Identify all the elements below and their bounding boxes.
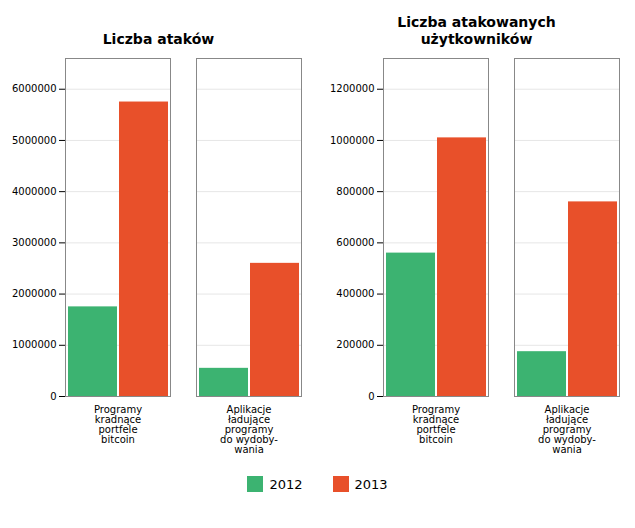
svg-text:Aplikacjeładująceprogramydo wy: Aplikacjeładująceprogramydo wydoby-wania [538,404,596,455]
svg-text:3000000: 3000000 [12,237,57,248]
svg-text:0: 0 [368,391,374,402]
html-text:Liczba ataków: Liczba ataków [102,31,215,47]
html-text:2012: 2012 [269,476,303,492]
html-text:Liczba atakowanych użytkownikó: Liczba atakowanych użytkowników [397,14,556,47]
svg-text:1000000: 1000000 [12,339,57,350]
svg-text:6000000: 6000000 [12,83,57,94]
svg-text:1000000: 1000000 [330,135,375,146]
svg-text:1200000: 1200000 [330,83,375,94]
svg-text:200000: 200000 [336,339,374,350]
svg-text:Aplikacjeładująceprogramydo wy: Aplikacjeładująceprogramydo wydoby-wania [220,404,278,455]
svg-text:5000000: 5000000 [12,135,57,146]
svg-text:600000: 600000 [336,237,374,248]
svg-text:Programykradnąceportfelebitcoi: Programykradnąceportfelebitcoin [412,404,460,445]
svg-text:2000000: 2000000 [12,288,57,299]
svg-text:800000: 800000 [336,186,374,197]
svg-text:Programykradnąceportfelebitcoi: Programykradnąceportfelebitcoin [94,404,142,445]
svg-text:400000: 400000 [336,288,374,299]
html-text:2013: 2013 [354,476,388,492]
svg-text:4000000: 4000000 [12,186,57,197]
svg-text:0: 0 [50,391,56,402]
